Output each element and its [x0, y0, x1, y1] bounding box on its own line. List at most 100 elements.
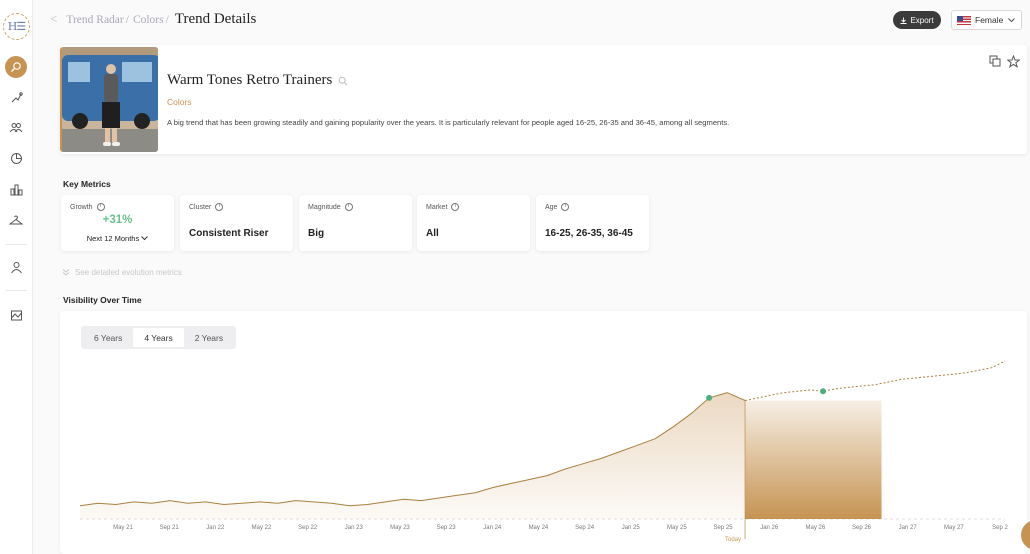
info-icon[interactable]: i	[451, 203, 460, 211]
visibility-chart-card: May 21 Sep 21 Jan 22 May 22 Sep 22 Jan 23 May …	[60, 311, 1027, 554]
x-tick-label: Sep 21	[160, 525, 180, 531]
magnitude-card: Magnitude i Big	[299, 195, 412, 251]
export-label: Export	[910, 15, 934, 25]
age-label-text: Age	[545, 203, 558, 211]
age-label: Age i	[545, 203, 570, 211]
breadcrumb-colors[interactable]: Colors	[132, 14, 164, 26]
breadcrumb: < Trend Radar / Colors / Trend Details	[50, 11, 256, 28]
bar-chart-icon[interactable]	[7, 180, 25, 198]
info-icon[interactable]: i	[344, 203, 353, 211]
magnitude-value: Big	[308, 228, 325, 239]
trend-description: A big trend that has been growing steadi…	[167, 118, 730, 127]
pie-chart-icon[interactable]	[7, 149, 25, 167]
x-tick-label: Sep 25	[714, 525, 734, 531]
market-value: All	[426, 228, 439, 239]
x-tick-label: Sep 2	[992, 525, 1008, 531]
help-chat-button[interactable]	[1021, 520, 1030, 550]
key-metrics-title: Key Metrics	[63, 179, 111, 189]
x-tick-label: Sep 24	[575, 525, 595, 531]
cluster-label: Cluster i	[189, 203, 224, 211]
x-tick-label: Sep 23	[437, 525, 457, 531]
app-logo[interactable]: H☰	[3, 13, 30, 40]
trend-icon[interactable]	[7, 88, 25, 106]
x-tick-label: Jan 24	[483, 525, 502, 531]
info-icon[interactable]: i	[96, 203, 105, 211]
download-icon	[900, 17, 907, 24]
gender-value: Female	[975, 15, 1004, 25]
forecast-area	[745, 400, 882, 519]
sidebar-divider	[6, 290, 27, 291]
page-title: Trend Details	[174, 11, 257, 27]
see-more-text: See detailed evolution metrics	[75, 268, 182, 277]
back-icon[interactable]: <	[50, 11, 58, 26]
x-tick-label: May 23	[390, 525, 410, 531]
trend-title: Warm Tones Retro Trainers	[167, 72, 348, 89]
x-tick-label: May 26	[806, 525, 826, 531]
x-tick-label: Sep 22	[298, 525, 318, 531]
x-tick-label: May 27	[944, 525, 964, 531]
magnitude-label: Magnitude i	[308, 203, 353, 211]
x-tick-label: Jan 22	[206, 525, 225, 531]
tab-2-years[interactable]: 2 Years	[194, 332, 224, 343]
visibility-chart[interactable]: May 21 Sep 21 Jan 22 May 22 Sep 22 Jan 23 May …	[60, 311, 1027, 554]
copy-icon[interactable]	[989, 55, 1001, 67]
growth-label-text: Growth	[70, 203, 93, 211]
x-tick-label: May 21	[113, 525, 133, 531]
growth-value: +31%	[102, 214, 133, 226]
sidebar: H☰	[0, 0, 33, 554]
forecast-marker	[820, 388, 827, 395]
export-button[interactable]: Export	[893, 11, 941, 29]
trend-image	[60, 47, 158, 152]
double-chevron-down-icon	[62, 269, 70, 276]
hanger-icon[interactable]	[7, 211, 25, 229]
gender-select[interactable]: Female	[951, 10, 1022, 30]
range-tabs: 6 Years 4 Years 2 Years	[81, 326, 237, 349]
us-flag-icon	[957, 15, 971, 25]
info-icon[interactable]: i	[561, 203, 570, 211]
market-label: Market i	[426, 203, 460, 211]
trend-title-text: Warm Tones Retro Trainers	[167, 72, 333, 88]
see-evolution-metrics-link[interactable]: See detailed evolution metrics	[62, 268, 182, 277]
age-value: 16-25, 26-35, 36-45	[545, 228, 633, 239]
growth-period-text: Next 12 Months	[86, 234, 140, 243]
search-icon[interactable]	[5, 56, 27, 78]
today-label: Today	[725, 537, 741, 543]
x-tick-label: May 25	[667, 525, 687, 531]
growth-period-select[interactable]: Next 12 Months	[61, 234, 174, 243]
forecast-line	[745, 360, 1006, 401]
trend-card: Warm Tones Retro Trainers Colors A big t…	[60, 45, 1027, 154]
breadcrumb-trend-radar[interactable]: Trend Radar	[66, 14, 124, 26]
market-card: Market i All	[417, 195, 530, 251]
x-tick-label: May 22	[252, 525, 272, 531]
today-marker	[706, 394, 713, 401]
report-icon[interactable]	[7, 306, 25, 324]
growth-label: Growth i	[70, 203, 105, 211]
magnitude-label-text: Magnitude	[308, 203, 341, 211]
visibility-title: Visibility Over Time	[63, 295, 142, 305]
cluster-value: Consistent Riser	[189, 228, 269, 239]
x-tick-label: Jan 26	[760, 525, 779, 531]
x-tick-label: May 24	[529, 525, 549, 531]
search-icon[interactable]	[338, 76, 348, 86]
tab-4-years[interactable]: 4 Years	[133, 328, 184, 347]
chevron-down-icon	[141, 236, 149, 241]
chevron-down-icon	[1008, 18, 1015, 23]
breadcrumb-separator: /	[125, 14, 129, 26]
tab-6-years[interactable]: 6 Years	[94, 332, 123, 343]
historical-line	[79, 392, 746, 507]
growth-card: Growth i +31% Next 12 Months	[61, 195, 174, 251]
cluster-label-text: Cluster	[189, 203, 212, 211]
star-icon[interactable]	[1007, 55, 1020, 68]
trend-category[interactable]: Colors	[167, 97, 192, 107]
x-tick-label: Jan 27	[899, 525, 918, 531]
sidebar-divider	[6, 244, 27, 245]
historical-area	[80, 392, 746, 519]
x-tick-label: Jan 23	[345, 525, 364, 531]
user-icon[interactable]	[7, 258, 25, 276]
audience-icon[interactable]	[7, 118, 25, 136]
info-icon[interactable]: i	[215, 203, 224, 211]
cluster-card: Cluster i Consistent Riser	[180, 195, 293, 251]
age-card: Age i 16-25, 26-35, 36-45	[536, 195, 649, 251]
market-label-text: Market	[426, 203, 448, 211]
breadcrumb-separator: /	[165, 14, 169, 26]
